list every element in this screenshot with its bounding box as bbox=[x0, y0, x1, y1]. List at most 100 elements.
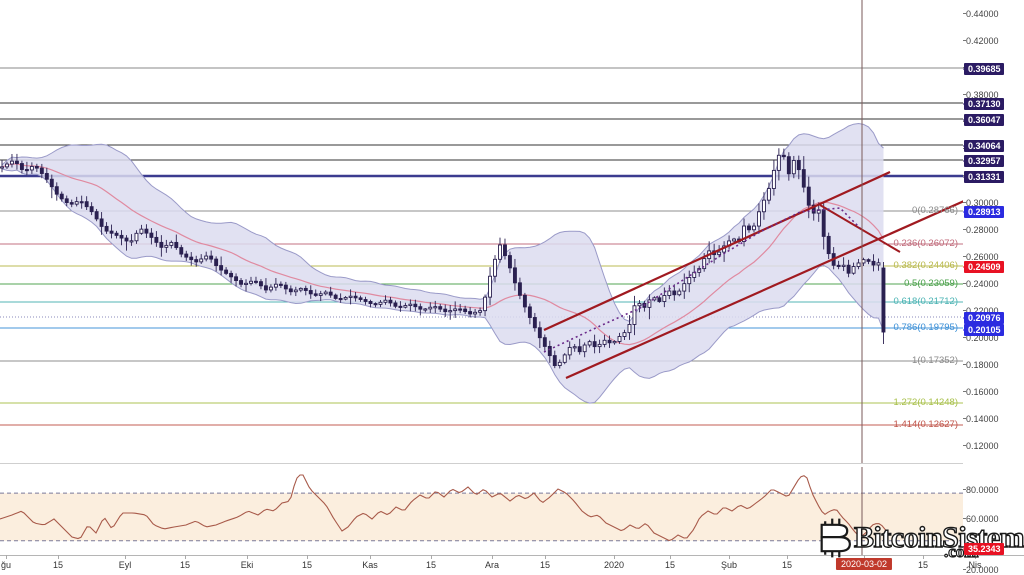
candle-body[interactable] bbox=[567, 346, 572, 356]
candle-body[interactable] bbox=[44, 173, 49, 180]
candle-body[interactable] bbox=[283, 284, 288, 290]
candle-body[interactable] bbox=[871, 260, 876, 266]
candle-body[interactable] bbox=[493, 258, 497, 277]
candle-body[interactable] bbox=[74, 201, 79, 205]
candle-body[interactable] bbox=[49, 178, 54, 188]
candle-body[interactable] bbox=[552, 355, 557, 367]
candle-body[interactable] bbox=[398, 305, 403, 308]
candle-body[interactable] bbox=[333, 294, 338, 299]
candle-body[interactable] bbox=[682, 283, 687, 292]
candle-body[interactable] bbox=[433, 306, 438, 309]
candle-body[interactable] bbox=[114, 232, 119, 236]
candle-body[interactable] bbox=[483, 296, 488, 312]
price-value-badge[interactable]: 0.39685 bbox=[963, 63, 1004, 75]
candle-body[interactable] bbox=[592, 341, 597, 348]
candle-body[interactable] bbox=[134, 232, 139, 242]
candle-body[interactable] bbox=[503, 244, 507, 257]
candle-body[interactable] bbox=[423, 308, 428, 311]
fib-level-label[interactable]: 1.272(0.14248) bbox=[893, 397, 958, 408]
candle-body[interactable] bbox=[179, 247, 184, 255]
candle-body[interactable] bbox=[836, 264, 841, 267]
candle-body[interactable] bbox=[448, 310, 453, 313]
candle-body[interactable] bbox=[308, 290, 313, 295]
candle-body[interactable] bbox=[209, 255, 214, 260]
candle-body[interactable] bbox=[239, 280, 243, 285]
candle-body[interactable] bbox=[154, 236, 159, 243]
candle-body[interactable] bbox=[129, 240, 134, 243]
candle-body[interactable] bbox=[602, 339, 607, 345]
price-value-badge[interactable]: 0.20976 bbox=[963, 312, 1004, 324]
candle-body[interactable] bbox=[34, 166, 39, 169]
candle-body[interactable] bbox=[159, 241, 164, 248]
candle-body[interactable] bbox=[144, 228, 149, 234]
candle-body[interactable] bbox=[19, 163, 24, 170]
candle-body[interactable] bbox=[194, 259, 199, 263]
candle-body[interactable] bbox=[174, 241, 179, 249]
trend-channel-line[interactable] bbox=[543, 170, 891, 332]
candle-body[interactable] bbox=[184, 253, 189, 258]
price-value-badge[interactable]: 0.31331 bbox=[963, 171, 1004, 183]
candle-body[interactable] bbox=[632, 305, 637, 325]
candle-body[interactable] bbox=[318, 293, 323, 296]
time-axis[interactable]: ğu 15 Eyl 15 Eki 15 Kas 15 Ara 15 2020 15 Şub 15 2020-… bbox=[0, 555, 1024, 575]
price-value-badge[interactable]: 0.34064 bbox=[963, 140, 1004, 152]
price-value-badge[interactable]: 0.24509 bbox=[963, 261, 1004, 273]
candle-body[interactable] bbox=[732, 238, 737, 242]
fib-level-label[interactable]: 0.236(0.26072) bbox=[893, 238, 958, 249]
candle-body[interactable] bbox=[458, 308, 463, 311]
candle-body[interactable] bbox=[597, 343, 602, 348]
candle-body[interactable] bbox=[219, 265, 224, 271]
candle-body[interactable] bbox=[24, 169, 29, 172]
candle-body[interactable] bbox=[522, 294, 527, 308]
candle-body[interactable] bbox=[0, 166, 4, 169]
candle-body[interactable] bbox=[672, 290, 677, 296]
fib-level-label[interactable]: 0.5(0.23059) bbox=[904, 278, 958, 289]
price-value-badge[interactable]: 0.28913 bbox=[963, 206, 1004, 218]
candle-body[interactable] bbox=[781, 154, 786, 158]
candle-body[interactable] bbox=[263, 285, 268, 291]
candle-body[interactable] bbox=[542, 337, 547, 347]
candle-body[interactable] bbox=[124, 237, 129, 242]
candle-body[interactable] bbox=[662, 295, 667, 302]
candle-body[interactable] bbox=[373, 303, 378, 306]
price-value-badge[interactable]: 35.2343 bbox=[963, 543, 1004, 555]
candle-body[interactable] bbox=[403, 305, 408, 308]
candle-body[interactable] bbox=[353, 295, 358, 299]
candle-body[interactable] bbox=[667, 290, 672, 296]
candle-body[interactable] bbox=[428, 306, 433, 310]
fib-level-label[interactable]: 1.414(0.12627) bbox=[893, 419, 958, 430]
candle-body[interactable] bbox=[94, 211, 99, 220]
candle-body[interactable] bbox=[577, 346, 582, 353]
candle-body[interactable] bbox=[582, 344, 587, 353]
candle-body[interactable] bbox=[468, 311, 473, 315]
candle-body[interactable] bbox=[224, 269, 229, 274]
candle-body[interactable] bbox=[742, 225, 746, 242]
candle-body[interactable] bbox=[821, 209, 826, 237]
candle-body[interactable] bbox=[54, 186, 59, 195]
dotted-trendline[interactable] bbox=[543, 207, 861, 353]
candle-body[interactable] bbox=[413, 303, 418, 308]
candle-body[interactable] bbox=[562, 354, 567, 363]
candle-body[interactable] bbox=[547, 345, 552, 357]
candle-body[interactable] bbox=[866, 259, 871, 262]
candle-body[interactable] bbox=[293, 289, 298, 293]
candle-body[interactable] bbox=[229, 272, 234, 278]
candle-body[interactable] bbox=[5, 163, 9, 168]
candle-body[interactable] bbox=[139, 228, 144, 234]
candle-body[interactable] bbox=[826, 235, 831, 255]
candle-body[interactable] bbox=[14, 160, 19, 164]
candle-body[interactable] bbox=[856, 262, 861, 268]
candle-body[interactable] bbox=[368, 301, 373, 305]
candle-body[interactable] bbox=[881, 267, 886, 333]
candle-body[interactable] bbox=[29, 166, 34, 171]
candle-body[interactable] bbox=[298, 287, 303, 291]
price-value-badge[interactable]: 0.20105 bbox=[963, 324, 1004, 336]
candle-body[interactable] bbox=[408, 303, 413, 306]
rsi-line[interactable] bbox=[0, 474, 889, 542]
candle-body[interactable] bbox=[647, 299, 652, 308]
price-value-badge[interactable]: 0.36047 bbox=[963, 114, 1004, 126]
candle-body[interactable] bbox=[508, 255, 512, 269]
candle-body[interactable] bbox=[104, 225, 109, 232]
candle-body[interactable] bbox=[254, 280, 258, 283]
candle-body[interactable] bbox=[687, 277, 692, 285]
